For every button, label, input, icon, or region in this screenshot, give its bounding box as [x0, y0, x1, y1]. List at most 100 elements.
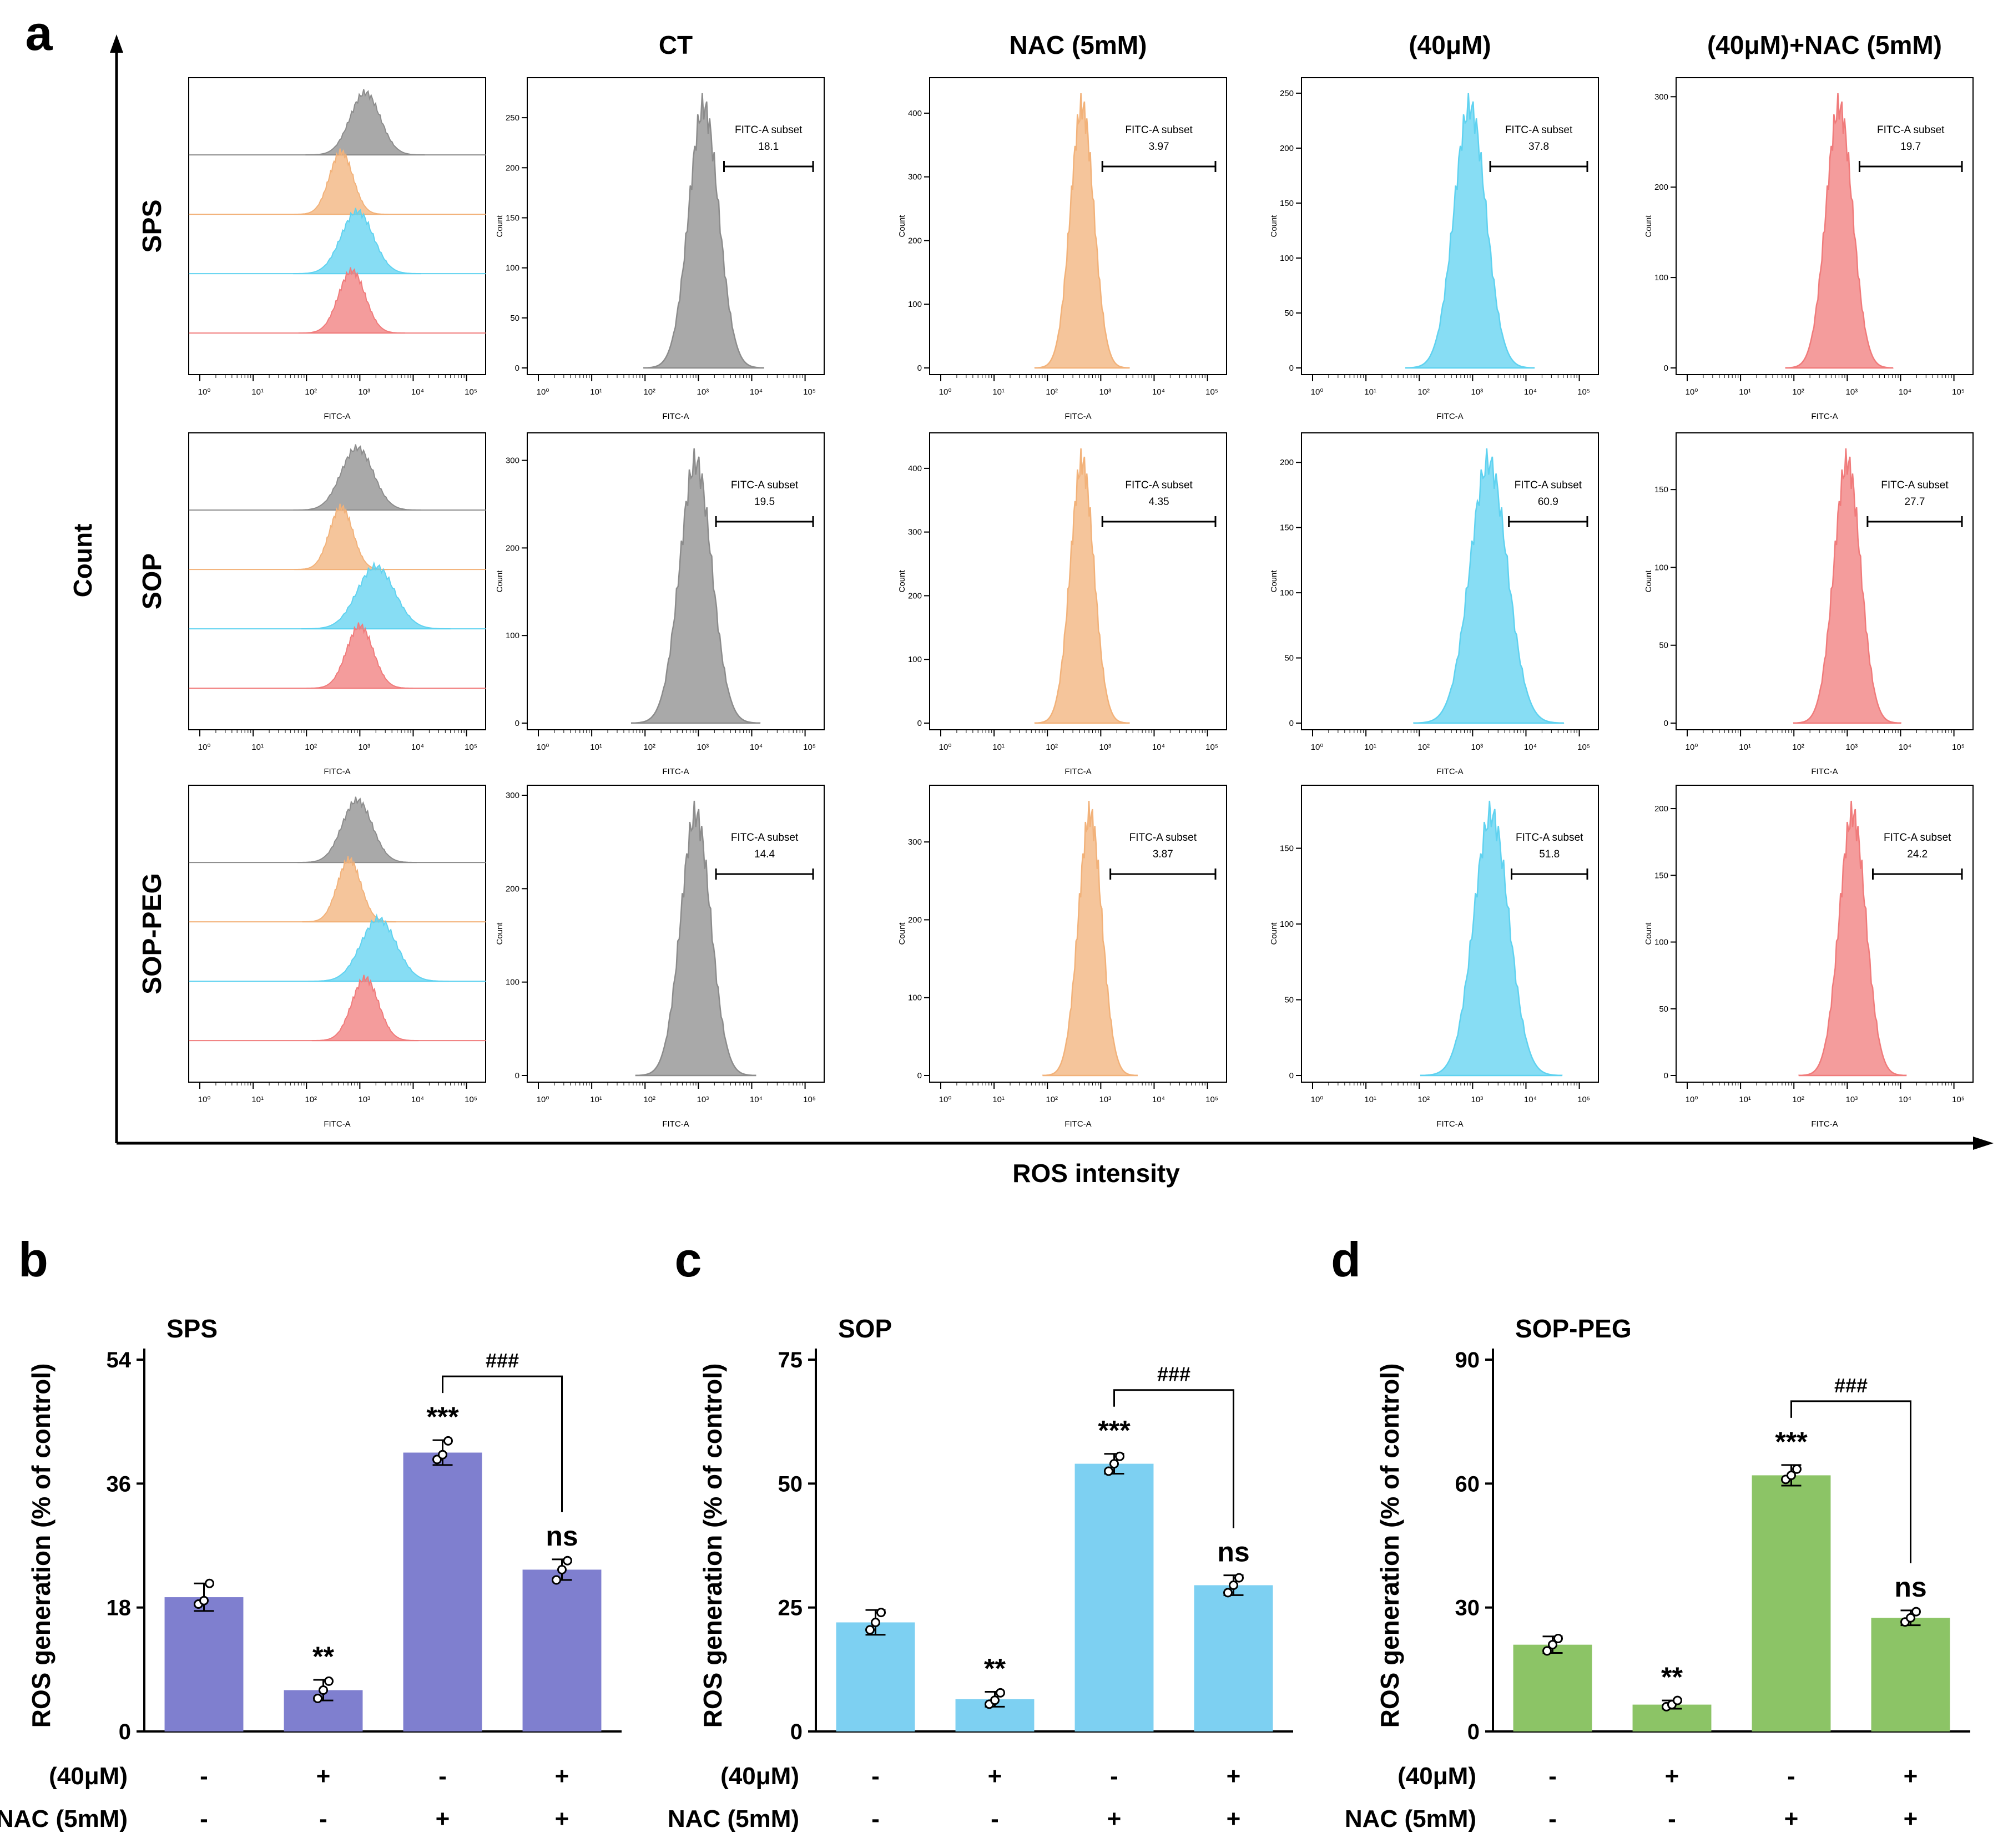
histogram — [1798, 800, 1907, 1077]
bar-title: SOP — [838, 1314, 892, 1343]
overlay-histogram — [294, 148, 389, 215]
x-tick-label: 10² — [1417, 1095, 1430, 1104]
gate-label: FITC-A subset — [1881, 479, 1949, 491]
gate-value: 14.4 — [754, 849, 775, 860]
condition-sign-nac: + — [436, 1805, 450, 1832]
bar-y-label: ROS generation (% of control) — [1375, 1364, 1404, 1728]
x-tick-label: 10⁰ — [198, 743, 211, 752]
x-tick-label: 10⁴ — [1524, 743, 1537, 752]
y-tick-label: 0 — [1289, 363, 1294, 373]
x-tick-label: 10² — [1792, 743, 1804, 752]
x-tick-label: 10³ — [359, 387, 371, 397]
gate-value: 37.8 — [1528, 141, 1549, 153]
x-tick-label: 10² — [305, 1095, 317, 1104]
x-tick-label: 10⁰ — [1686, 387, 1698, 397]
row-label: SPS — [138, 199, 167, 253]
x-tick-label: 10⁴ — [1524, 1095, 1537, 1104]
condition-row-label: NAC (5mM) — [668, 1805, 799, 1832]
gate-label: FITC-A subset — [735, 124, 803, 136]
x-tick-label: 10³ — [697, 1095, 709, 1104]
y-tick-label: 150 — [1654, 871, 1668, 880]
x-tick-label: 10³ — [1846, 387, 1858, 397]
x-tick-label: 10³ — [1099, 387, 1112, 397]
y-tick-label: 300 — [908, 837, 922, 847]
data-point — [1542, 1646, 1552, 1656]
x-tick-label: 10⁵ — [1577, 743, 1590, 752]
x-tick-label: 10⁴ — [411, 1095, 424, 1104]
x-tick-label: 10⁵ — [1205, 1095, 1218, 1104]
y-tick-label: 200 — [1654, 804, 1668, 814]
x-tick-label: 10⁰ — [537, 387, 549, 397]
bar-y-tick-label: 0 — [119, 1720, 131, 1744]
gate-value: 18.1 — [758, 141, 779, 153]
y-tick-label: 200 — [1280, 458, 1294, 467]
overlay-histogram — [298, 267, 406, 334]
y-tick-label: 0 — [917, 719, 922, 728]
y-tick-label: 200 — [908, 236, 922, 245]
condition-sign-ros: + — [316, 1763, 331, 1790]
data-point — [552, 1575, 561, 1585]
bar-y-tick-label: 0 — [790, 1720, 803, 1744]
x-tick-label: 10³ — [1846, 743, 1858, 752]
y-tick-label: 0 — [1664, 363, 1668, 373]
fitc-axis-label: FITC-A — [662, 767, 689, 776]
x-tick-label: 10⁰ — [1311, 1095, 1324, 1104]
data-point — [876, 1608, 886, 1618]
x-tick-label: 10³ — [359, 743, 371, 752]
panel-a-x-arrow — [1973, 1137, 1994, 1150]
gate-label: FITC-A subset — [1129, 832, 1197, 844]
x-tick-label: 10⁵ — [465, 387, 477, 397]
significance-label: ns — [1217, 1537, 1249, 1568]
condition-sign-ros: + — [1904, 1763, 1918, 1790]
x-tick-label: 10⁴ — [1899, 387, 1911, 397]
y-tick-label: 250 — [506, 113, 519, 123]
comparison-bracket — [442, 1375, 563, 1512]
x-tick-label: 10⁰ — [939, 387, 952, 397]
x-tick-label: 10² — [1046, 743, 1058, 752]
x-tick-label: 10⁵ — [1952, 387, 1965, 397]
x-tick-label: 10² — [305, 387, 317, 397]
significance-label: ** — [1661, 1662, 1683, 1693]
bar-y-tick-label: 60 — [1455, 1472, 1480, 1496]
y-tick-label: 250 — [1280, 89, 1294, 98]
y-tick-label: 0 — [917, 1071, 922, 1080]
y-tick-label: 200 — [506, 543, 519, 553]
x-tick-label: 10⁵ — [1952, 1095, 1965, 1104]
y-tick-label: 150 — [506, 213, 519, 223]
data-point — [871, 1617, 880, 1627]
data-point — [324, 1676, 334, 1686]
x-tick-label: 10⁰ — [537, 743, 549, 752]
column-header: CT — [659, 31, 693, 59]
bar — [836, 1622, 915, 1731]
data-point — [1911, 1607, 1921, 1617]
x-tick-label: 10² — [1417, 387, 1430, 397]
condition-sign-nac: - — [871, 1805, 880, 1832]
x-tick-label: 10⁰ — [939, 743, 952, 752]
comparison-bracket — [1790, 1400, 1911, 1563]
column-header: (40μM) — [1409, 31, 1491, 59]
data-point — [1109, 1459, 1119, 1469]
x-tick-label: 10³ — [1846, 1095, 1858, 1104]
gate-label: FITC-A subset — [1877, 124, 1945, 136]
data-point — [319, 1685, 328, 1695]
data-point — [1229, 1580, 1238, 1590]
gate-value: 27.7 — [1904, 496, 1925, 508]
bar — [1752, 1475, 1831, 1731]
histogram — [635, 800, 756, 1077]
y-tick-label: 0 — [515, 1071, 519, 1080]
condition-sign-ros: + — [988, 1763, 1002, 1790]
data-point — [438, 1450, 447, 1460]
data-point — [865, 1625, 875, 1635]
bar-y-tick-label: 50 — [778, 1472, 803, 1496]
y-tick-label: 50 — [1284, 996, 1294, 1005]
x-tick-label: 10¹ — [251, 1095, 264, 1104]
bar-y-tick-label: 0 — [1467, 1720, 1480, 1744]
overlay-frame — [188, 77, 486, 375]
y-tick-label: 100 — [1654, 273, 1668, 282]
condition-sign-nac: - — [991, 1805, 999, 1832]
fitc-axis-label: FITC-A — [1811, 412, 1838, 421]
histogram — [1042, 800, 1138, 1077]
condition-row-label: (40μM) — [720, 1763, 799, 1790]
fitc-axis-label: FITC-A — [324, 767, 350, 776]
condition-sign-ros: + — [1227, 1763, 1241, 1790]
